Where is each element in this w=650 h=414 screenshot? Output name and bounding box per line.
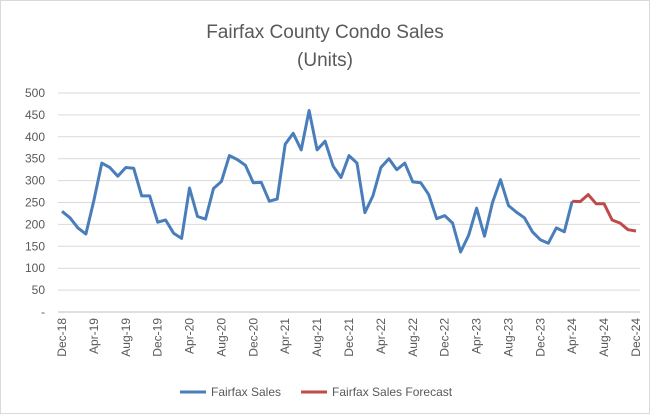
x-tick-label: Aug-24 bbox=[597, 318, 611, 357]
legend-label: Fairfax Sales bbox=[211, 385, 281, 399]
y-tick-label: 50 bbox=[32, 283, 46, 297]
x-tick-label: Aug-21 bbox=[310, 318, 324, 357]
y-tick-label: 500 bbox=[25, 86, 45, 100]
y-tick-label: - bbox=[41, 305, 45, 319]
chart-subtitle: (Units) bbox=[297, 50, 353, 71]
x-tick-label: Apr-23 bbox=[470, 318, 484, 354]
y-tick-label: 100 bbox=[25, 261, 45, 275]
x-tick-label: Apr-21 bbox=[278, 318, 292, 354]
x-tick-label: Dec-22 bbox=[438, 318, 452, 357]
x-tick-label: Apr-20 bbox=[183, 318, 197, 354]
x-tick-label: Aug-20 bbox=[214, 318, 228, 357]
series-line bbox=[572, 193, 637, 233]
y-tick-label: 300 bbox=[25, 174, 45, 188]
chart-title: Fairfax County Condo Sales bbox=[206, 22, 444, 43]
y-tick-label: 350 bbox=[25, 152, 45, 166]
y-tick-label: 200 bbox=[25, 217, 45, 231]
y-tick-label: 400 bbox=[25, 130, 45, 144]
x-tick-label: Dec-24 bbox=[629, 318, 643, 357]
y-tick-label: 250 bbox=[25, 196, 45, 210]
x-tick-label: Aug-22 bbox=[406, 318, 420, 357]
y-tick-label: 150 bbox=[25, 239, 45, 253]
x-tick-label: Dec-18 bbox=[55, 318, 69, 357]
x-tick-label: Dec-21 bbox=[342, 318, 356, 357]
x-tick-label: Apr-22 bbox=[374, 318, 388, 354]
x-tick-label: Aug-19 bbox=[119, 318, 133, 357]
x-tick-label: Dec-19 bbox=[151, 318, 165, 357]
x-tick-label: Apr-19 bbox=[87, 318, 101, 354]
x-tick-label: Dec-20 bbox=[246, 318, 260, 357]
x-tick-label: Apr-24 bbox=[565, 318, 579, 354]
series-line bbox=[61, 109, 574, 254]
y-tick-label: 450 bbox=[25, 108, 45, 122]
x-tick-label: Dec-23 bbox=[533, 318, 547, 357]
x-tick-label: Aug-23 bbox=[501, 318, 515, 357]
legend-label: Fairfax Sales Forecast bbox=[332, 385, 453, 399]
